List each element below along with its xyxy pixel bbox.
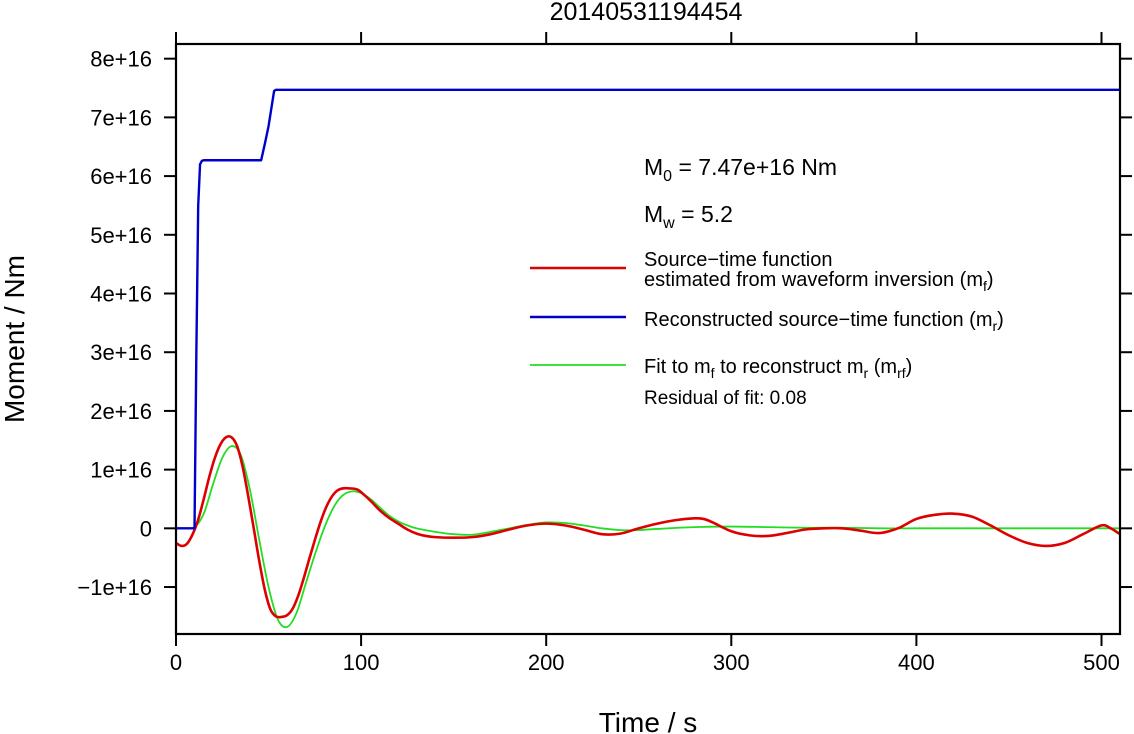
residual-text: Residual of fit: 0.08 — [644, 388, 807, 409]
y-tick-label: 8e+16 — [90, 47, 152, 72]
x-tick-labels: 0 100 200 300 400 500 — [170, 650, 1120, 675]
y-tick-label: 5e+16 — [90, 223, 152, 248]
annotation-mw-base: M — [644, 201, 663, 227]
annotation-m0-sub: 0 — [663, 168, 672, 185]
series-line-mf — [176, 435, 1120, 619]
chart-title: 20140531194454 — [550, 0, 743, 26]
y-tick-label: −1e+16 — [77, 575, 152, 600]
y-tick-label: 4e+16 — [90, 282, 152, 307]
y-tick-label: 0 — [140, 516, 152, 541]
x-tick-label: 100 — [343, 650, 380, 675]
annotation-mw-rest: = 5.2 — [675, 201, 733, 227]
plot-frame — [174, 42, 1122, 636]
y-axis-label: Moment / Nm — [0, 255, 30, 423]
series-lines — [176, 88, 1120, 629]
y-tick-label: 1e+16 — [90, 458, 152, 483]
y-tick-labels: −1e+16 0 1e+16 2e+16 3e+16 4e+16 5e+16 6e+16 7e+… — [77, 47, 152, 600]
x-tick-label: 200 — [528, 650, 565, 675]
y-tick-label: 2e+16 — [90, 399, 152, 424]
y-tick-label: 6e+16 — [90, 164, 152, 189]
x-tick-label: 500 — [1083, 650, 1120, 675]
x-axis-label: Time / s — [599, 707, 698, 734]
legend-label-mf: Source−time function — [644, 249, 832, 271]
annotation-m0-base: M — [644, 154, 663, 180]
annotation-mw-sub: w — [662, 215, 675, 232]
annotation-m0: M0 = 7.47e+16 Nm — [644, 154, 837, 185]
annotation-m0-rest: = 7.47e+16 Nm — [672, 154, 837, 180]
y-tick-label: 7e+16 — [90, 105, 152, 130]
y-tick-label: 3e+16 — [90, 340, 152, 365]
x-tick-label: 400 — [898, 650, 935, 675]
legend-label-mf: estimated from waveform inversion (mf) — [644, 269, 994, 294]
legend-label-mrf: Fit to mf to reconstruct mr (mrf) — [644, 356, 912, 381]
x-tick-label: 300 — [713, 650, 750, 675]
legend-label-mr: Reconstructed source−time function (mr) — [644, 309, 1004, 334]
annotation-mw: Mw = 5.2 — [644, 201, 733, 232]
x-tick-label: 0 — [170, 650, 182, 675]
series-line-mr — [176, 88, 1120, 530]
axis-ticks — [164, 32, 1132, 646]
